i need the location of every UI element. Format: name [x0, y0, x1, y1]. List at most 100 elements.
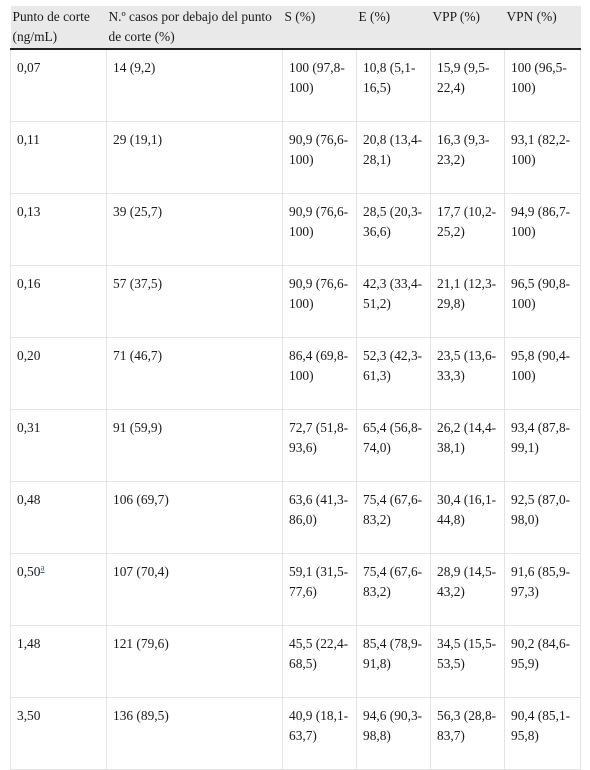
cell-ppv: 26,2 (14,4-38,1) — [430, 409, 505, 482]
cell-ppv-text: 26,2 (14,4-38,1) — [437, 420, 497, 455]
header-npv: VPN (%) — [504, 6, 581, 50]
cell-sensitivity-text: 100 (97,8-100) — [289, 60, 345, 95]
cell-cutoff-text: 1,48 — [17, 636, 41, 651]
cell-cutoff-text: 0,16 — [17, 276, 41, 291]
cell-cases-below: 29 (19,1) — [106, 121, 283, 194]
cell-cutoff: 0,20 — [10, 337, 107, 410]
cell-cases-below-text: 91 (59,9) — [113, 420, 163, 435]
cell-npv: 100 (96,5-100) — [504, 49, 581, 122]
cell-specificity: 75,4 (67,6-83,2) — [356, 553, 431, 626]
cell-ppv: 21,1 (12,3-29,8) — [430, 265, 505, 338]
cell-npv-text: 90,2 (84,6-95,9) — [511, 636, 571, 671]
cell-sensitivity: 40,9 (18,1-63,7) — [282, 697, 357, 770]
header-cases-below: N.º casos por debajo del punto de corte … — [106, 6, 283, 50]
table-row: 0,50a 107 (70,4) 59,1 (31,5-77,6) 75,4 (67,… — [10, 553, 581, 626]
cell-cases-below-text: 71 (46,7) — [113, 348, 163, 363]
cell-cases-below-text: 14 (9,2) — [113, 60, 156, 75]
cell-cutoff: 0,16 — [10, 265, 107, 338]
table-header-row: Punto de corte (ng/mL) N.º casos por deb… — [10, 6, 581, 50]
cell-npv: 96,5 (90,8-100) — [504, 265, 581, 338]
cell-specificity: 94,6 (90,3-98,8) — [356, 697, 431, 770]
cell-ppv-text: 15,9 (9,5-22,4) — [437, 60, 490, 95]
cutoff-performance-table: Punto de corte (ng/mL) N.º casos por deb… — [10, 6, 581, 770]
footnote-link[interactable]: a — [40, 562, 45, 573]
cell-sensitivity: 86,4 (69,8-100) — [282, 337, 357, 410]
cell-sensitivity-text: 45,5 (22,4-68,5) — [289, 636, 349, 671]
cell-specificity: 20,8 (13,4-28,1) — [356, 121, 431, 194]
cell-cutoff-text: 0,50 — [17, 564, 41, 579]
cell-npv: 91,6 (85,9-97,3) — [504, 553, 581, 626]
cell-ppv: 56,3 (28,8-83,7) — [430, 697, 505, 770]
cell-sensitivity-text: 63,6 (41,3-86,0) — [289, 492, 349, 527]
cell-cutoff-text: 0,20 — [17, 348, 41, 363]
cell-sensitivity: 90,9 (76,6-100) — [282, 121, 357, 194]
cell-ppv-text: 21,1 (12,3-29,8) — [437, 276, 497, 311]
cell-specificity: 52,3 (42,3-61,3) — [356, 337, 431, 410]
cell-cutoff-text: 3,50 — [17, 708, 41, 723]
cell-cases-below: 91 (59,9) — [106, 409, 283, 482]
cell-cases-below-text: 29 (19,1) — [113, 132, 163, 147]
cell-cutoff: 0,07 — [10, 49, 107, 122]
cell-sensitivity-text: 90,9 (76,6-100) — [289, 204, 349, 239]
header-specificity: E (%) — [356, 6, 431, 50]
table-row: 0,11 29 (19,1) 90,9 (76,6-100) 20,8 (13,4-2… — [10, 121, 581, 194]
cell-sensitivity-text: 72,7 (51,8-93,6) — [289, 420, 349, 455]
cell-ppv-text: 23,5 (13,6-33,3) — [437, 348, 497, 383]
cell-npv-text: 93,1 (82,2-100) — [511, 132, 571, 167]
cell-ppv: 28,9 (14,5-43,2) — [430, 553, 505, 626]
cell-cutoff: 0,50a — [10, 553, 107, 626]
cell-cutoff: 0,11 — [10, 121, 107, 194]
cell-npv-text: 94,9 (86,7-100) — [511, 204, 571, 239]
cell-specificity-text: 85,4 (78,9-91,8) — [363, 636, 423, 671]
cell-cutoff: 1,48 — [10, 625, 107, 698]
cell-sensitivity: 90,9 (76,6-100) — [282, 193, 357, 266]
cell-cutoff: 0,31 — [10, 409, 107, 482]
cell-sensitivity: 59,1 (31,5-77,6) — [282, 553, 357, 626]
cell-specificity: 42,3 (33,4-51,2) — [356, 265, 431, 338]
header-cutoff: Punto de corte (ng/mL) — [10, 6, 107, 50]
cell-specificity-text: 28,5 (20,3-36,6) — [363, 204, 423, 239]
cell-cases-below-text: 39 (25,7) — [113, 204, 163, 219]
cell-specificity-text: 20,8 (13,4-28,1) — [363, 132, 423, 167]
cell-specificity: 65,4 (56,8-74,0) — [356, 409, 431, 482]
cell-specificity: 10,8 (5,1-16,5) — [356, 49, 431, 122]
table-row: 0,20 71 (46,7) 86,4 (69,8-100) 52,3 (42,3-6… — [10, 337, 581, 410]
table-row: 1,48 121 (79,6) 45,5 (22,4-68,5) 85,4 (78,9… — [10, 625, 581, 698]
cell-cases-below: 14 (9,2) — [106, 49, 283, 122]
cell-npv: 92,5 (87,0-98,0) — [504, 481, 581, 554]
cell-cutoff-text: 0,11 — [17, 132, 40, 147]
cell-sensitivity-text: 90,9 (76,6-100) — [289, 276, 349, 311]
cell-specificity-text: 94,6 (90,3-98,8) — [363, 708, 423, 743]
cell-npv: 95,8 (90,4-100) — [504, 337, 581, 410]
cell-cutoff-text: 0,07 — [17, 60, 41, 75]
cell-ppv-text: 17,7 (10,2-25,2) — [437, 204, 497, 239]
cell-cutoff: 0,13 — [10, 193, 107, 266]
cell-npv-text: 92,5 (87,0-98,0) — [511, 492, 571, 527]
header-sensitivity: S (%) — [282, 6, 357, 50]
cell-sensitivity: 100 (97,8-100) — [282, 49, 357, 122]
cell-npv: 94,9 (86,7-100) — [504, 193, 581, 266]
cell-cases-below-text: 57 (37,5) — [113, 276, 163, 291]
table-row: 0,13 39 (25,7) 90,9 (76,6-100) 28,5 (20,3-3… — [10, 193, 581, 266]
cell-specificity-text: 65,4 (56,8-74,0) — [363, 420, 423, 455]
cell-ppv-text: 16,3 (9,3-23,2) — [437, 132, 490, 167]
cell-cutoff-text: 0,31 — [17, 420, 41, 435]
cell-ppv-text: 34,5 (15,5-53,5) — [437, 636, 497, 671]
cell-npv-text: 100 (96,5-100) — [511, 60, 567, 95]
cell-cutoff-text: 0,48 — [17, 492, 41, 507]
cell-ppv: 16,3 (9,3-23,2) — [430, 121, 505, 194]
header-ppv: VPP (%) — [430, 6, 505, 50]
cell-ppv: 30,4 (16,1-44,8) — [430, 481, 505, 554]
cell-ppv-text: 56,3 (28,8-83,7) — [437, 708, 497, 743]
data-table-container: Punto de corte (ng/mL) N.º casos por deb… — [10, 6, 581, 770]
cell-npv: 90,4 (85,1-95,8) — [504, 697, 581, 770]
cell-ppv-text: 28,9 (14,5-43,2) — [437, 564, 497, 599]
cell-specificity-text: 42,3 (33,4-51,2) — [363, 276, 423, 311]
cell-cases-below: 71 (46,7) — [106, 337, 283, 410]
cell-cutoff-text: 0,13 — [17, 204, 41, 219]
cell-npv-text: 93,4 (87,8-99,1) — [511, 420, 571, 455]
cell-ppv-text: 30,4 (16,1-44,8) — [437, 492, 497, 527]
cell-cases-below: 107 (70,4) — [106, 553, 283, 626]
cell-cases-below-text: 136 (89,5) — [113, 708, 169, 723]
cell-npv-text: 90,4 (85,1-95,8) — [511, 708, 571, 743]
